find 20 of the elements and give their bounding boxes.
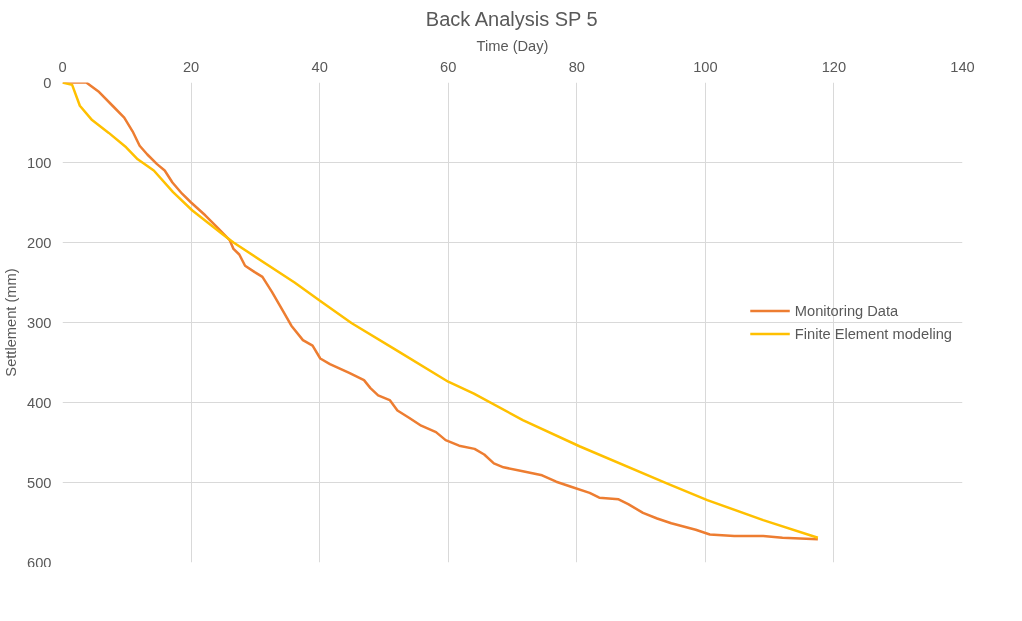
x-tick-label: 60 bbox=[440, 58, 457, 75]
x-tick-label: 20 bbox=[182, 58, 200, 75]
chart-title: Back Analysis SP 5 bbox=[425, 7, 598, 30]
x-axis-title: Time (Day) bbox=[476, 37, 549, 54]
x-tick-label: 120 bbox=[821, 58, 847, 75]
x-tick-label: 40 bbox=[311, 58, 328, 75]
legend-label: Monitoring Data bbox=[794, 302, 899, 319]
x-tick-label: 0 bbox=[58, 58, 67, 75]
y-tick-label: 600 bbox=[27, 554, 52, 571]
x-tick-label: 100 bbox=[693, 58, 718, 75]
y-tick-label: 300 bbox=[27, 314, 52, 331]
y-axis-title: Settlement (mm) bbox=[3, 268, 20, 377]
y-tick-label: 500 bbox=[27, 474, 52, 491]
y-tick-label: 0 bbox=[43, 74, 52, 91]
x-tick-label: 80 bbox=[568, 58, 585, 75]
y-tick-label: 400 bbox=[27, 394, 52, 411]
y-tick-label: 100 bbox=[27, 154, 52, 171]
x-tick-label: 140 bbox=[950, 58, 975, 75]
y-tick-label: 200 bbox=[27, 234, 52, 251]
legend-label: Finite Element modeling bbox=[794, 325, 952, 342]
